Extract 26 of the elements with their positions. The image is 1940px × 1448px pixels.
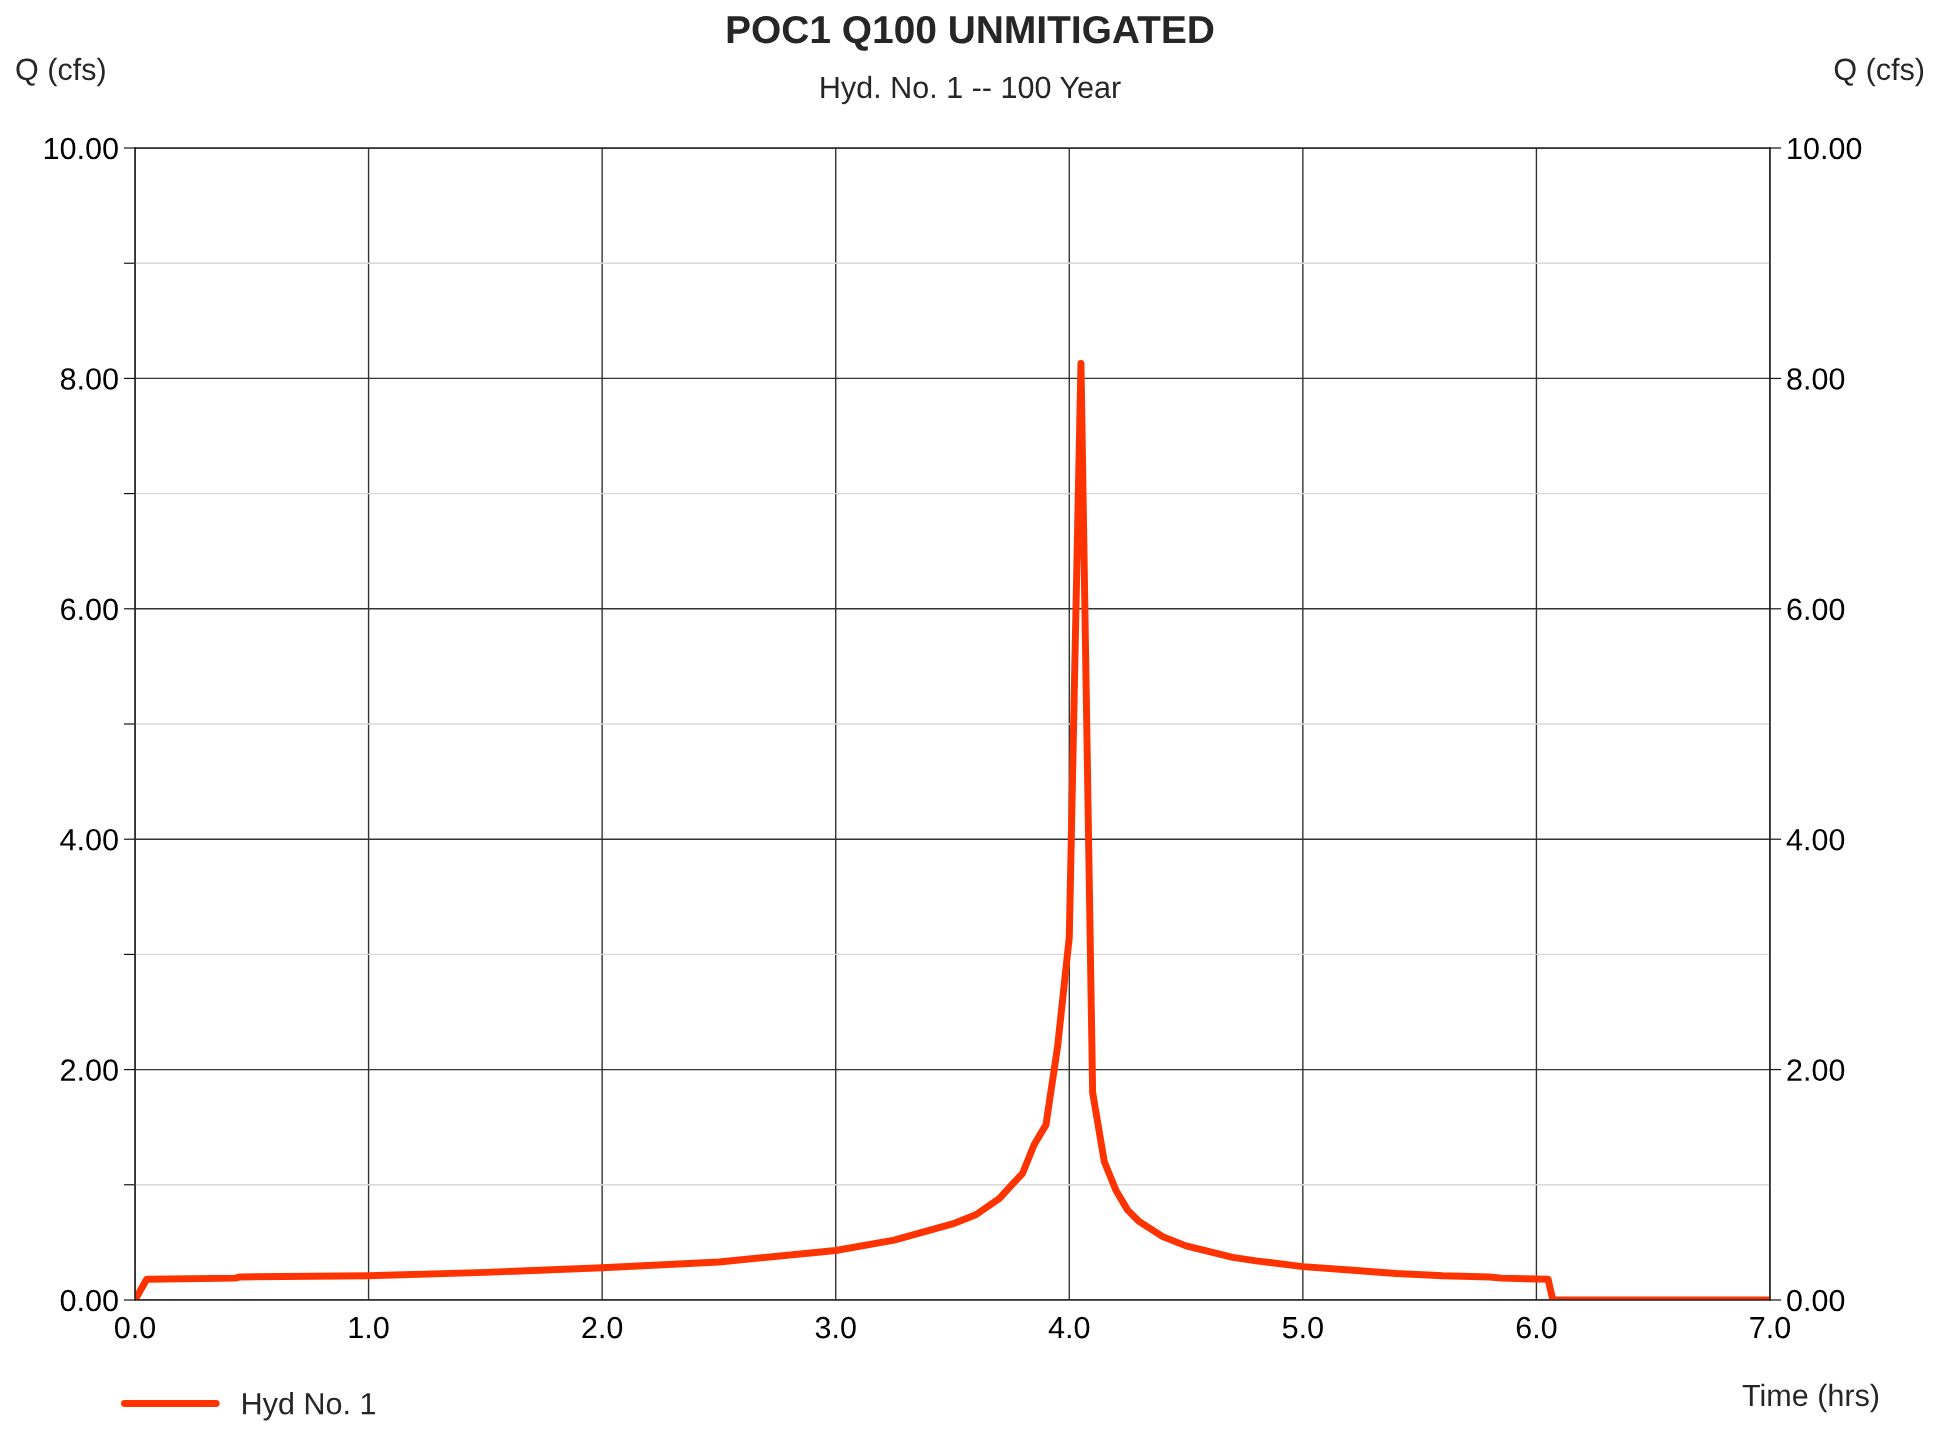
y-tick-label: 6.00 [61, 598, 118, 621]
x-tick-label: 4.0 [1048, 1316, 1090, 1339]
x-tick-label: 3.0 [815, 1316, 856, 1339]
chart-title: POC1 Q100 UNMITIGATED [727, 15, 1214, 51]
y2-tick-label: 8.00 [1787, 368, 1845, 390]
y2-tick-label: 4.00 [1786, 828, 1845, 851]
y-tick-label: 4.00 [60, 828, 118, 851]
chart-subtitle: Hyd. No. 1 -- 100 Year [821, 75, 1121, 105]
x-axis-title: Time (hrs) [1742, 1383, 1879, 1413]
y-tick-label: 10.00 [44, 137, 118, 160]
x-tick-label: 2.0 [582, 1316, 623, 1339]
x-tick-label: 1.0 [349, 1316, 389, 1339]
y2-tick-label: 6.00 [1787, 598, 1845, 621]
x-tick-label: 6.0 [1516, 1316, 1557, 1339]
y2-tick-label: 10.00 [1788, 137, 1862, 160]
legend-label: Hyd No. 1 [243, 1392, 375, 1421]
y-tick-label: 8.00 [60, 368, 118, 390]
y2-tick-label: 0.00 [1787, 1289, 1845, 1312]
y2-tick-label: 2.00 [1787, 1059, 1845, 1081]
x-tick-label: 0.0 [114, 1316, 156, 1339]
y-tick-label: 2.00 [61, 1059, 118, 1081]
x-tick-label: 5.0 [1282, 1316, 1323, 1339]
y-axis-title: Q (cfs) [16, 57, 105, 87]
x-tick-label: 7.0 [1750, 1316, 1791, 1339]
y2-axis-title: Q (cfs) [1834, 57, 1924, 87]
y-tick-label: 0.00 [60, 1289, 118, 1312]
